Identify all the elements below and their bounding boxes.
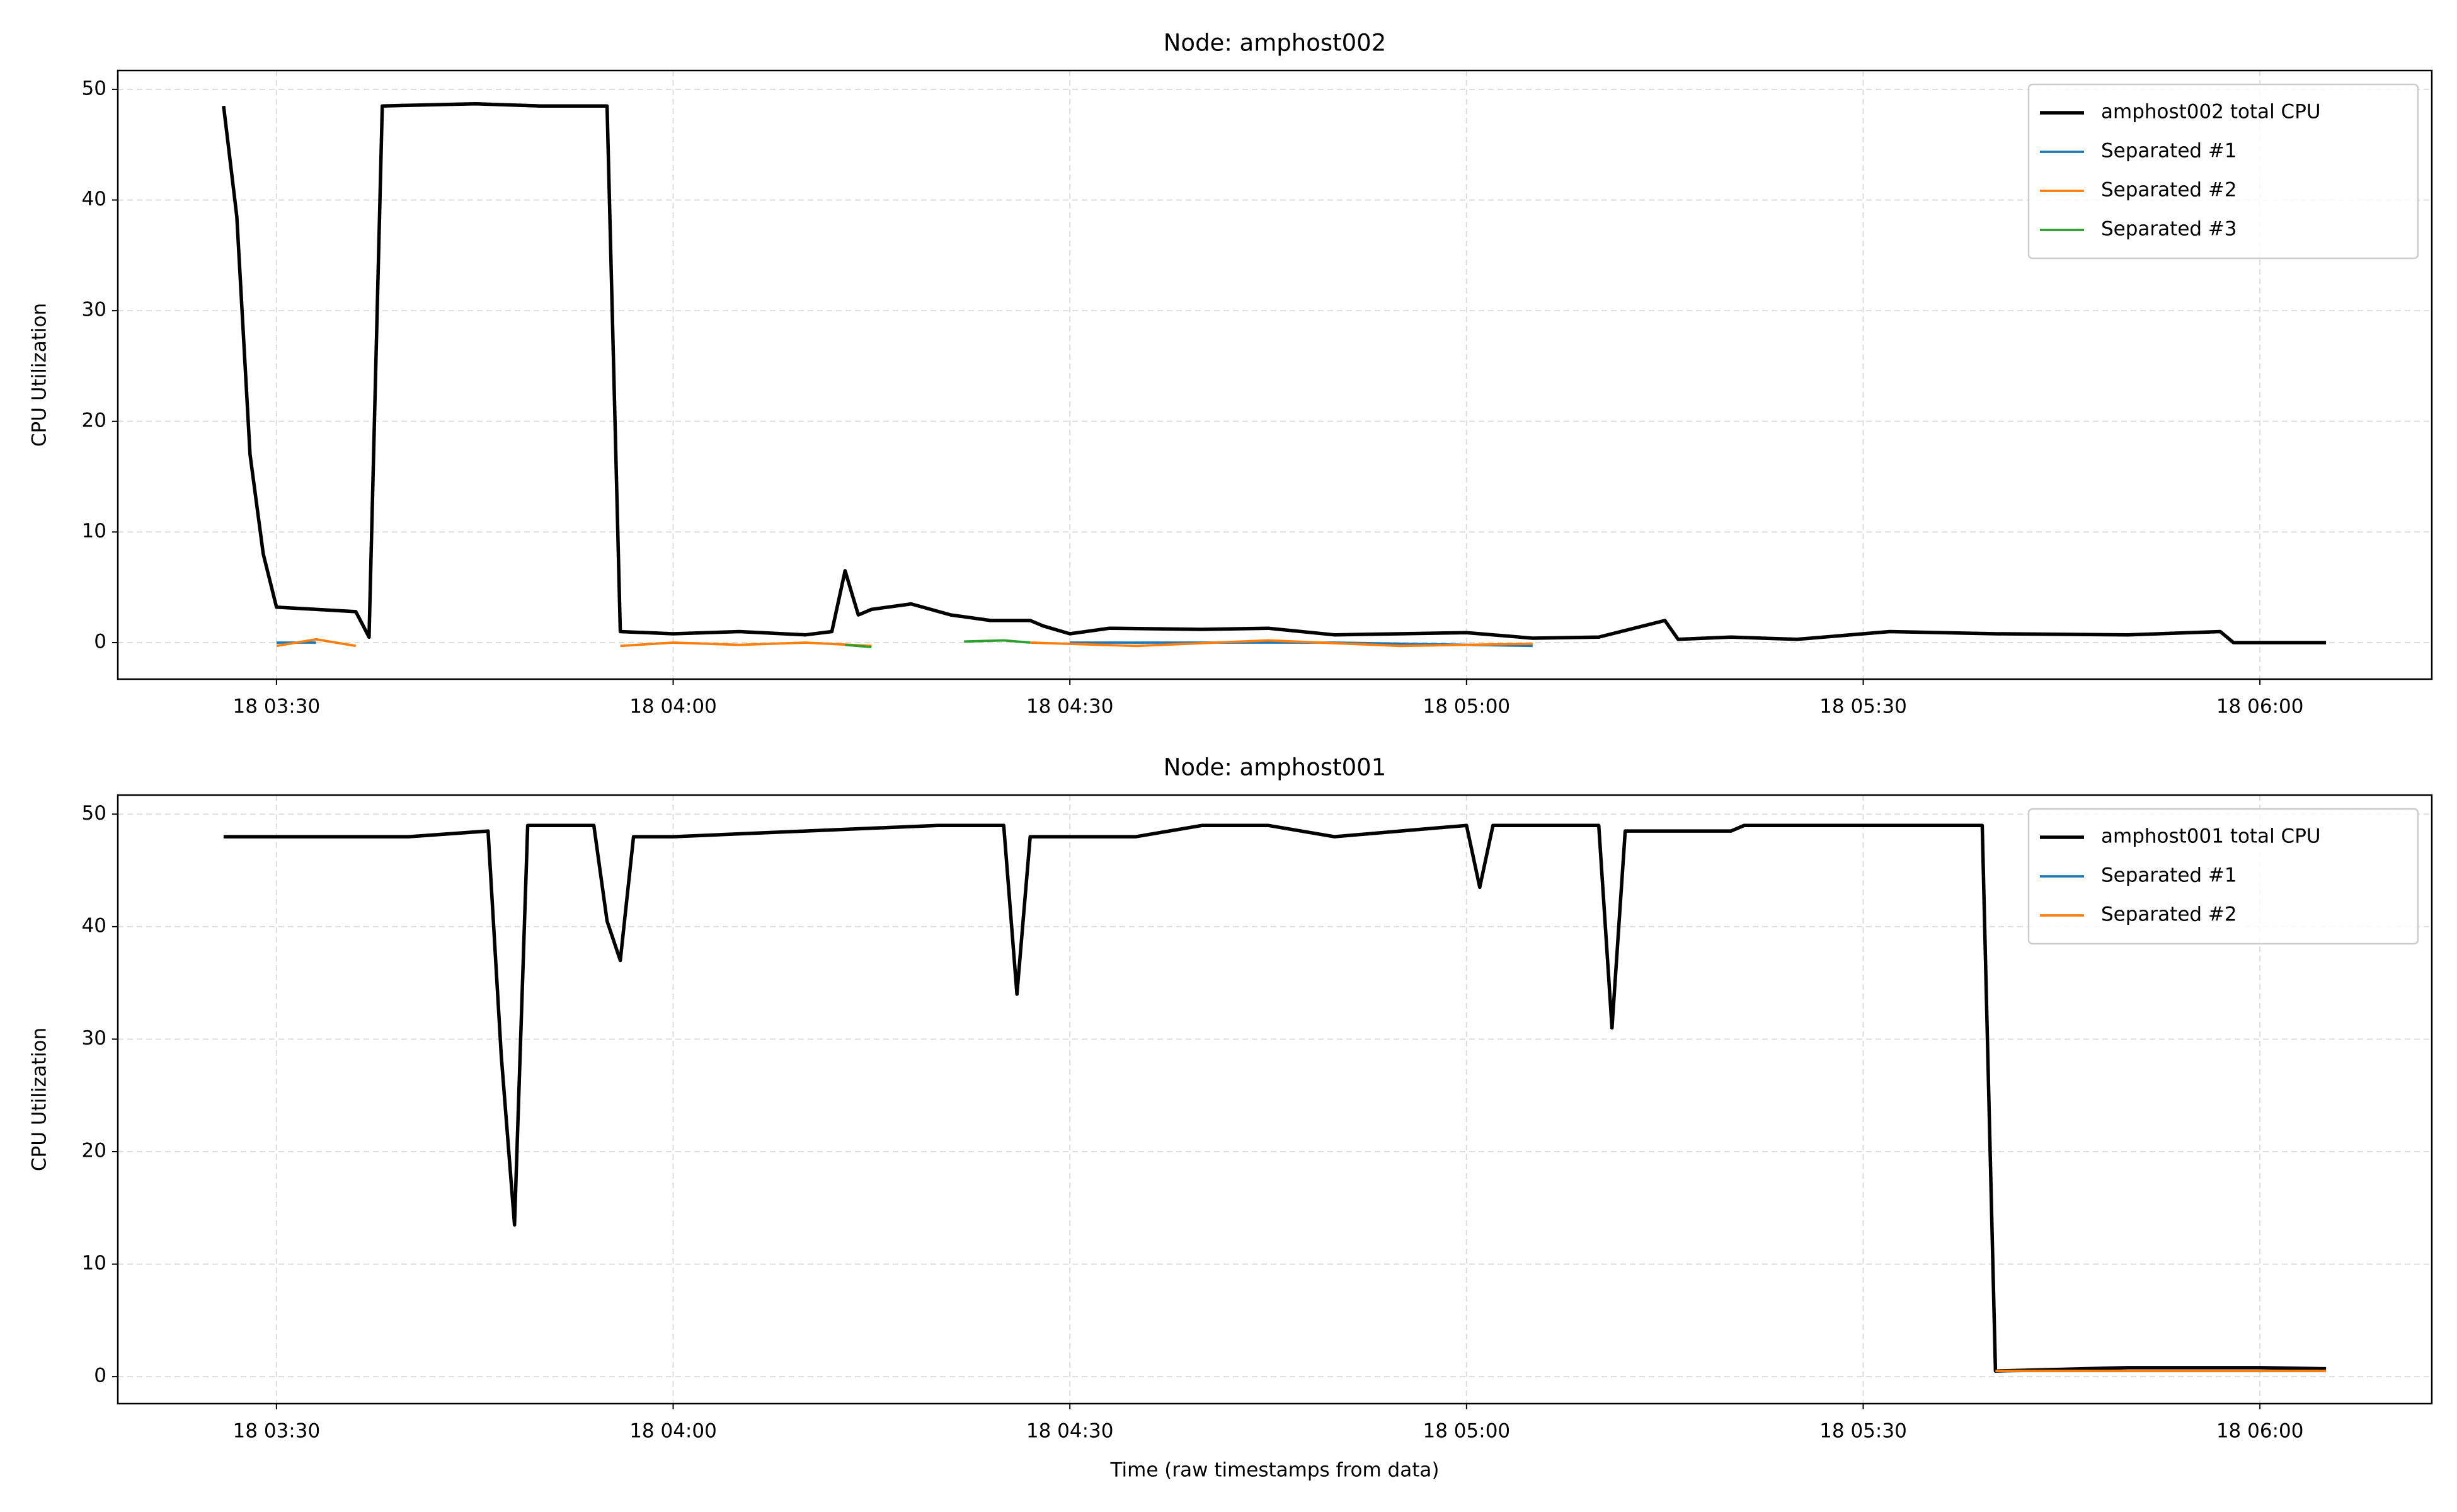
y-tick-label: 20 bbox=[82, 409, 106, 432]
plot-frame bbox=[117, 69, 2433, 680]
x-tick-label: 18 03:30 bbox=[233, 1420, 321, 1443]
y-tick-label: 40 bbox=[82, 914, 106, 937]
legend-box bbox=[2027, 83, 2419, 260]
y-tick-label: 0 bbox=[94, 1365, 106, 1387]
plot-frame bbox=[117, 794, 2433, 1405]
series-line bbox=[276, 638, 1533, 648]
x-tick-label: 18 05:00 bbox=[1423, 696, 1511, 718]
y-tick-label: 40 bbox=[82, 188, 106, 210]
legend-label: Separated #3 bbox=[2101, 218, 2237, 241]
y-tick-label: 20 bbox=[82, 1140, 106, 1162]
y-tick-label: 50 bbox=[82, 77, 106, 100]
x-axis-label: Time (raw timestamps from data) bbox=[1110, 1459, 1440, 1482]
chart-title: Node: amphost001 bbox=[1164, 754, 1387, 781]
x-tick-label: 18 04:00 bbox=[629, 696, 717, 718]
x-tick-label: 18 05:30 bbox=[1819, 696, 1907, 718]
legend-label: amphost001 total CPU bbox=[2101, 825, 2321, 848]
legend-label: Separated #1 bbox=[2101, 864, 2237, 887]
legend-label: Separated #1 bbox=[2101, 140, 2237, 163]
series-line bbox=[223, 823, 2327, 1373]
legend-label: amphost002 total CPU bbox=[2101, 101, 2321, 123]
x-tick-label: 18 05:30 bbox=[1819, 1420, 1907, 1443]
x-tick-label: 18 06:00 bbox=[2216, 696, 2304, 718]
legend-label: Separated #2 bbox=[2101, 179, 2237, 202]
series-line bbox=[845, 639, 1031, 648]
x-tick-label: 18 06:00 bbox=[2216, 1420, 2304, 1443]
x-tick-label: 18 04:00 bbox=[629, 1420, 717, 1443]
series-line bbox=[222, 101, 2327, 644]
legend-box bbox=[2027, 808, 2419, 945]
x-tick-label: 18 05:00 bbox=[1423, 1420, 1511, 1443]
x-tick-label: 18 03:30 bbox=[233, 696, 321, 718]
y-tick-label: 0 bbox=[94, 631, 106, 653]
legend-label: Separated #2 bbox=[2101, 903, 2237, 926]
y-axis-label: CPU Utilization bbox=[28, 303, 51, 447]
x-tick-label: 18 04:30 bbox=[1026, 696, 1114, 718]
y-tick-label: 10 bbox=[82, 1252, 106, 1274]
y-tick-label: 10 bbox=[82, 520, 106, 542]
y-tick-label: 30 bbox=[82, 1027, 106, 1050]
y-axis-label: CPU Utilization bbox=[28, 1028, 51, 1171]
chart-title: Node: amphost002 bbox=[1164, 30, 1387, 57]
y-tick-label: 50 bbox=[82, 802, 106, 825]
y-tick-label: 30 bbox=[82, 299, 106, 321]
x-tick-label: 18 04:30 bbox=[1026, 1420, 1114, 1443]
